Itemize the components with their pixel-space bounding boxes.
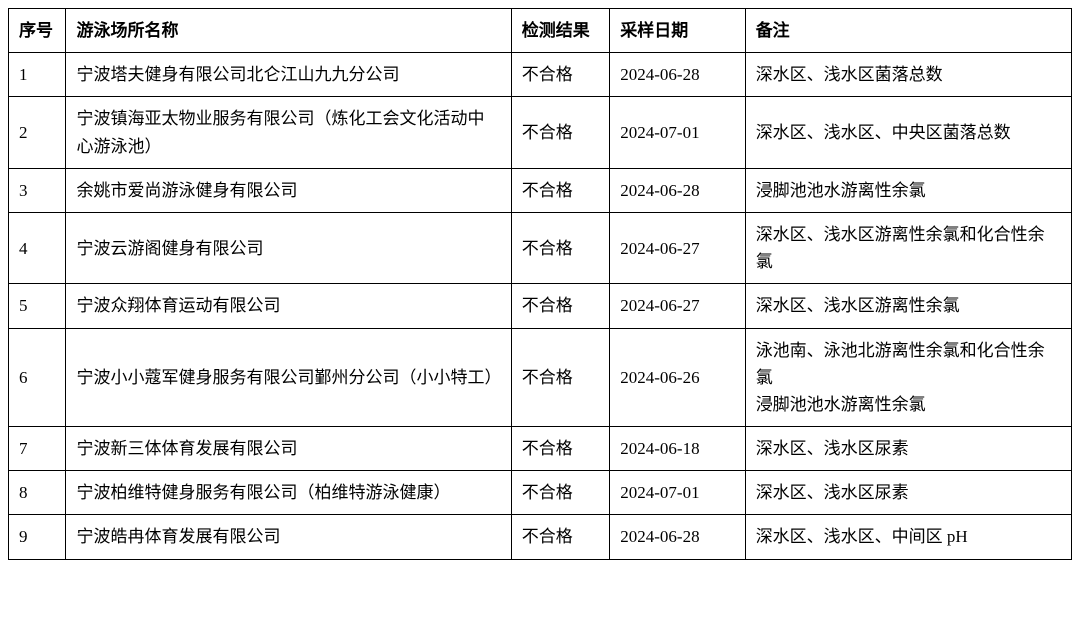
cell-date: 2024-06-26 [610,328,745,427]
cell-seq: 4 [9,212,66,283]
cell-remark: 深水区、浅水区游离性余氯和化合性余氯 [745,212,1071,283]
cell-date: 2024-06-18 [610,427,745,471]
cell-name: 宁波众翔体育运动有限公司 [66,284,511,328]
cell-name: 宁波云游阁健身有限公司 [66,212,511,283]
cell-date: 2024-06-28 [610,168,745,212]
table-header-row: 序号 游泳场所名称 检测结果 采样日期 备注 [9,9,1072,53]
cell-result: 不合格 [511,53,610,97]
cell-name: 宁波塔夫健身有限公司北仑江山九九分公司 [66,53,511,97]
cell-seq: 6 [9,328,66,427]
cell-seq: 2 [9,97,66,168]
header-date: 采样日期 [610,9,745,53]
cell-result: 不合格 [511,328,610,427]
cell-result: 不合格 [511,97,610,168]
cell-name: 余姚市爱尚游泳健身有限公司 [66,168,511,212]
cell-date: 2024-06-28 [610,515,745,559]
cell-remark: 深水区、浅水区菌落总数 [745,53,1071,97]
cell-result: 不合格 [511,427,610,471]
cell-seq: 8 [9,471,66,515]
cell-seq: 5 [9,284,66,328]
inspection-table: 序号 游泳场所名称 检测结果 采样日期 备注 1 宁波塔夫健身有限公司北仑江山九… [8,8,1072,560]
cell-name: 宁波小小蔻军健身服务有限公司鄞州分公司（小小特工） [66,328,511,427]
cell-remark: 深水区、浅水区尿素 [745,471,1071,515]
table-row: 6 宁波小小蔻军健身服务有限公司鄞州分公司（小小特工） 不合格 2024-06-… [9,328,1072,427]
table-row: 8 宁波柏维特健身服务有限公司（柏维特游泳健康） 不合格 2024-07-01 … [9,471,1072,515]
cell-date: 2024-06-27 [610,284,745,328]
cell-remark: 深水区、浅水区游离性余氯 [745,284,1071,328]
table-body: 1 宁波塔夫健身有限公司北仑江山九九分公司 不合格 2024-06-28 深水区… [9,53,1072,559]
header-name: 游泳场所名称 [66,9,511,53]
cell-remark: 深水区、浅水区、中央区菌落总数 [745,97,1071,168]
cell-date: 2024-07-01 [610,471,745,515]
cell-result: 不合格 [511,471,610,515]
cell-date: 2024-07-01 [610,97,745,168]
cell-name: 宁波柏维特健身服务有限公司（柏维特游泳健康） [66,471,511,515]
header-seq: 序号 [9,9,66,53]
cell-remark: 深水区、浅水区尿素 [745,427,1071,471]
cell-seq: 9 [9,515,66,559]
table-row: 4 宁波云游阁健身有限公司 不合格 2024-06-27 深水区、浅水区游离性余… [9,212,1072,283]
header-result: 检测结果 [511,9,610,53]
cell-remark: 泳池南、泳池北游离性余氯和化合性余氯浸脚池池水游离性余氯 [745,328,1071,427]
table-row: 9 宁波皓冉体育发展有限公司 不合格 2024-06-28 深水区、浅水区、中间… [9,515,1072,559]
table-row: 3 余姚市爱尚游泳健身有限公司 不合格 2024-06-28 浸脚池池水游离性余… [9,168,1072,212]
cell-seq: 3 [9,168,66,212]
cell-date: 2024-06-28 [610,53,745,97]
cell-result: 不合格 [511,515,610,559]
cell-result: 不合格 [511,284,610,328]
cell-remark: 浸脚池池水游离性余氯 [745,168,1071,212]
cell-date: 2024-06-27 [610,212,745,283]
table-row: 7 宁波新三体体育发展有限公司 不合格 2024-06-18 深水区、浅水区尿素 [9,427,1072,471]
cell-name: 宁波新三体体育发展有限公司 [66,427,511,471]
header-remark: 备注 [745,9,1071,53]
cell-result: 不合格 [511,212,610,283]
cell-name: 宁波皓冉体育发展有限公司 [66,515,511,559]
cell-seq: 1 [9,53,66,97]
table-row: 2 宁波镇海亚太物业服务有限公司（炼化工会文化活动中心游泳池） 不合格 2024… [9,97,1072,168]
cell-remark: 深水区、浅水区、中间区 pH [745,515,1071,559]
table-row: 5 宁波众翔体育运动有限公司 不合格 2024-06-27 深水区、浅水区游离性… [9,284,1072,328]
cell-seq: 7 [9,427,66,471]
cell-name: 宁波镇海亚太物业服务有限公司（炼化工会文化活动中心游泳池） [66,97,511,168]
cell-result: 不合格 [511,168,610,212]
table-row: 1 宁波塔夫健身有限公司北仑江山九九分公司 不合格 2024-06-28 深水区… [9,53,1072,97]
